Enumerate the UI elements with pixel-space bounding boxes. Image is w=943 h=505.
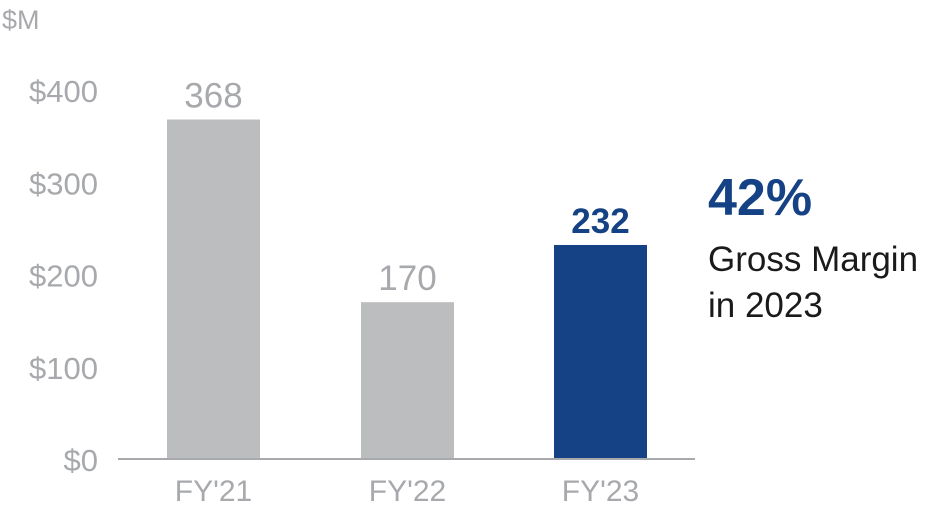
bar [361, 302, 454, 459]
gross-margin-year: in 2023 [708, 286, 823, 325]
unit-label: $M [2, 5, 40, 35]
bar [554, 244, 647, 459]
data-label: 232 [571, 202, 629, 241]
x-tick-label: FY'21 [175, 475, 252, 505]
x-tick-label: FY'22 [369, 475, 446, 505]
y-tick-label: $0 [64, 443, 98, 478]
y-tick-label: $300 [29, 166, 98, 201]
y-tick-label: $100 [29, 351, 98, 386]
data-label: 368 [184, 77, 242, 116]
y-tick-label: $400 [29, 74, 98, 109]
gross-margin-label: Gross Margin [708, 240, 919, 279]
data-label: 170 [378, 259, 436, 298]
gross-margin-percent: 42% [708, 169, 813, 227]
bar [167, 119, 260, 460]
y-tick-label: $200 [29, 259, 98, 294]
x-tick-label: FY'23 [562, 475, 639, 505]
